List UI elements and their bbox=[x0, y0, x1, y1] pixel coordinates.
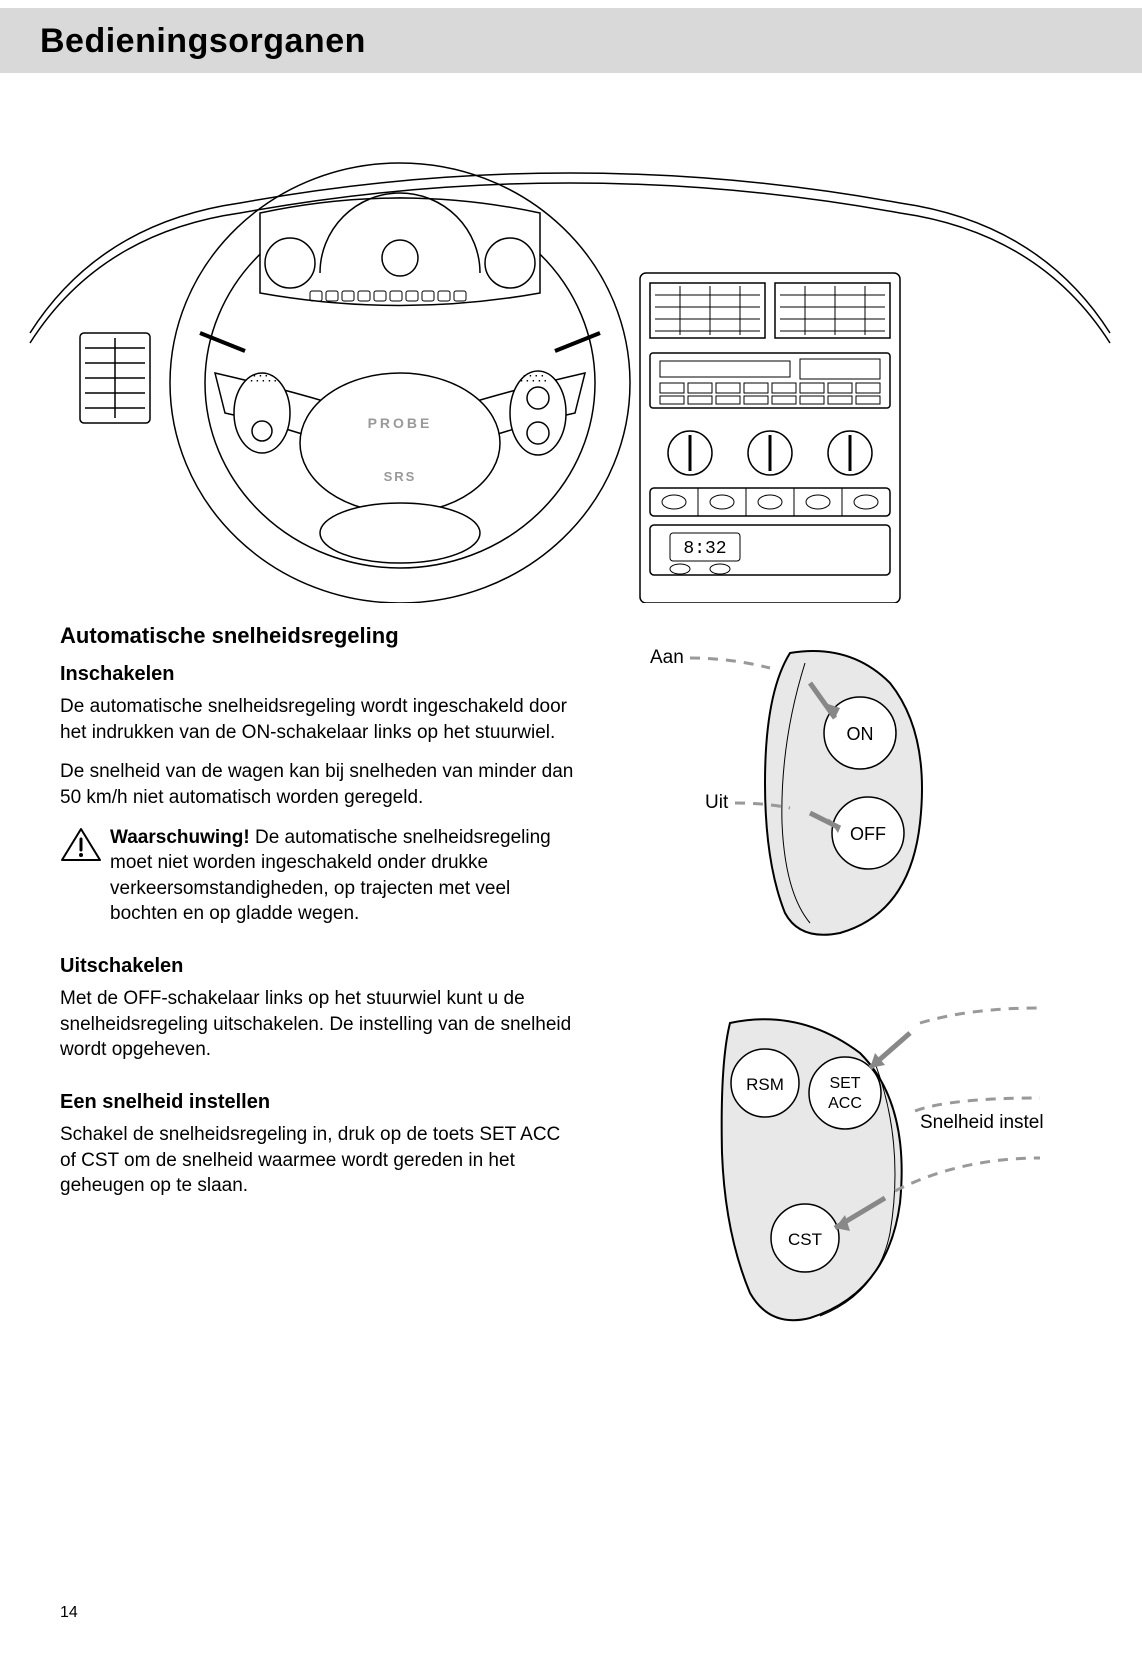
uit-label: Uit bbox=[705, 792, 729, 813]
enable-heading: Inschakelen bbox=[60, 663, 580, 686]
enable-para1: De automatische snelheidsregeling wordt … bbox=[60, 694, 580, 745]
warning-label: Waarschuwing! bbox=[110, 827, 250, 848]
svg-text:∴∵∴: ∴∵∴ bbox=[250, 370, 277, 386]
svg-text:∴∵∴: ∴∵∴ bbox=[520, 370, 547, 386]
dashboard-illustration: 8:32 PROBE SRS ∴∵∴ ∴∵∴ bbox=[0, 83, 1142, 603]
disable-para1: Met de OFF-schakelaar links op het stuur… bbox=[60, 986, 580, 1063]
set-button: SET bbox=[829, 1075, 860, 1092]
on-button-label: ON bbox=[847, 724, 874, 744]
page-title: Bedieningsorganen bbox=[40, 22, 1102, 61]
warning-text: Waarschuwing! De automatische snelheidsr… bbox=[110, 825, 580, 928]
disable-heading: Uitschakelen bbox=[60, 955, 580, 978]
aan-label: Aan bbox=[650, 647, 684, 668]
content-area: Automatische snelheidsregeling Inschakel… bbox=[0, 603, 1142, 1343]
srs-label: SRS bbox=[384, 469, 417, 484]
warning-icon bbox=[60, 827, 102, 863]
on-off-diagram: ON OFF Aan Uit bbox=[610, 623, 1090, 963]
cst-button: CST bbox=[788, 1230, 822, 1249]
off-button-label: OFF bbox=[850, 824, 886, 844]
speed-set-label: Snelheid instel bbox=[920, 1112, 1044, 1133]
main-heading: Automatische snelheidsregeling bbox=[60, 623, 580, 649]
rsm-button: RSM bbox=[746, 1075, 784, 1094]
page-number: 14 bbox=[60, 1604, 78, 1622]
acc-button: ACC bbox=[828, 1095, 862, 1112]
setspeed-heading: Een snelheid instellen bbox=[60, 1091, 580, 1114]
setspeed-para1: Schakel de snelheidsregeling in, druk op… bbox=[60, 1122, 580, 1199]
page-header: Bedieningsorganen bbox=[0, 8, 1142, 73]
center-logo: PROBE bbox=[368, 415, 433, 431]
dashboard-svg: 8:32 PROBE SRS ∴∵∴ ∴∵∴ bbox=[0, 83, 1142, 603]
warning-block: Waarschuwing! De automatische snelheidsr… bbox=[60, 825, 580, 928]
clock-display: 8:32 bbox=[683, 539, 726, 559]
image-column: ON OFF Aan Uit RSM SET ACC bbox=[610, 623, 1102, 1343]
text-column: Automatische snelheidsregeling Inschakel… bbox=[60, 623, 580, 1343]
enable-para2: De snelheid van de wagen kan bij snelhed… bbox=[60, 759, 580, 810]
set-acc-diagram: RSM SET ACC CST Snelheid instel bbox=[610, 983, 1090, 1343]
